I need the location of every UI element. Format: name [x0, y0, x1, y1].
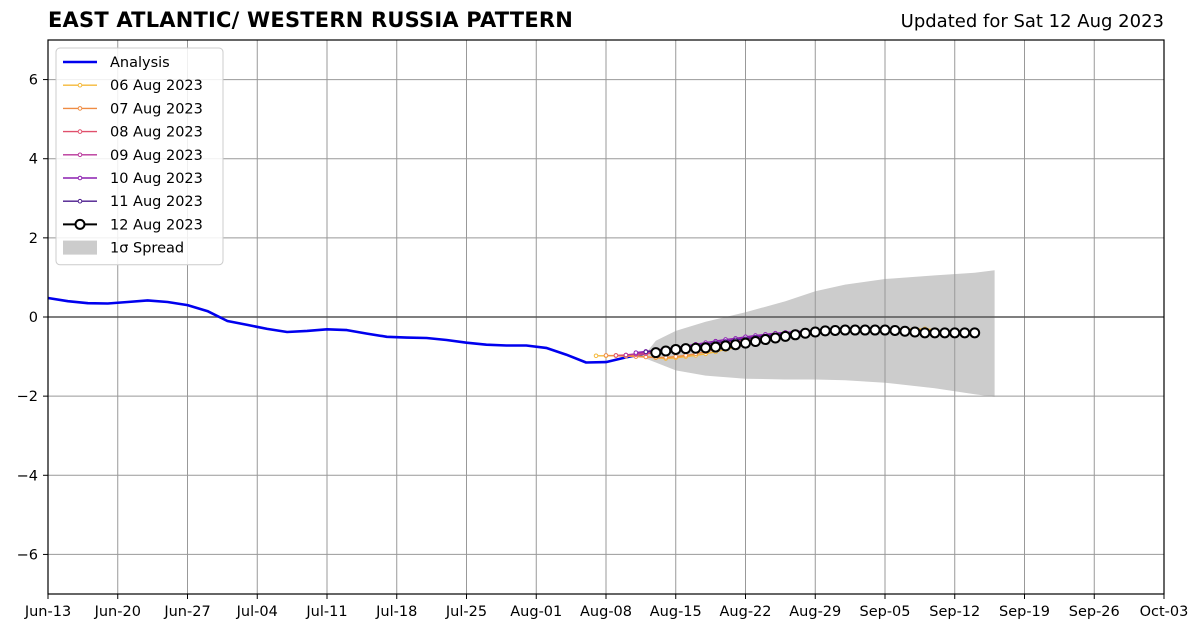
legend-label-analysis: Analysis [110, 55, 170, 71]
forecast-point-12-aug-2023 [919, 327, 931, 339]
forecast-point-10-aug-2023 [633, 350, 639, 355]
x-tick-label: Aug-29 [789, 604, 841, 620]
x-tick-label: Jul-11 [305, 604, 347, 620]
y-tick-label: −6 [17, 547, 38, 563]
forecast-point-12-aug-2023 [799, 327, 811, 339]
x-tick-label: Jun-20 [94, 604, 141, 620]
forecast-point-12-aug-2023 [949, 327, 961, 339]
legend-box [55, 47, 224, 266]
forecast-point-12-aug-2023 [839, 324, 851, 336]
x-tick-label: Aug-01 [510, 604, 562, 620]
forecast-point-12-aug-2023 [929, 327, 941, 339]
forecast-point-07-aug-2023 [603, 353, 609, 358]
forecast-point-12-aug-2023 [869, 324, 881, 336]
x-tick-label: Sep-05 [859, 604, 910, 620]
legend-marker-07-aug-2023 [77, 106, 83, 111]
legend-marker-10-aug-2023 [77, 175, 83, 181]
forecast-point-12-aug-2023 [720, 340, 732, 352]
forecast-point-12-aug-2023 [959, 327, 971, 339]
legend-label-08-aug-2023: 08 Aug 2023 [110, 125, 203, 141]
forecast-point-07-aug-2023 [673, 354, 679, 359]
forecast-point-12-aug-2023 [740, 337, 751, 349]
forecast-point-12-aug-2023 [680, 343, 692, 355]
forecast-point-12-aug-2023 [710, 341, 722, 353]
forecast-point-12-aug-2023 [829, 324, 841, 336]
legend-marker-08-aug-2023 [77, 129, 83, 134]
forecast-point-12-aug-2023 [789, 329, 801, 341]
forecast-point-12-aug-2023 [889, 324, 901, 336]
forecast-point-11-aug-2023 [643, 349, 649, 355]
forecast-point-12-aug-2023 [819, 325, 831, 337]
legend-label-10-aug-2023: 10 Aug 2023 [110, 171, 203, 187]
x-tick-label: Sep-12 [929, 604, 980, 620]
forecast-point-12-aug-2023 [939, 327, 951, 339]
forecast-point-12-aug-2023 [650, 347, 662, 359]
forecast-point-12-aug-2023 [899, 325, 911, 337]
x-tick-label: Jul-18 [375, 604, 417, 620]
legend-swatch-spread [63, 240, 97, 255]
x-tick-label: Aug-08 [580, 604, 632, 620]
chart-subtitle: Updated for Sat 12 Aug 2023 [900, 11, 1164, 32]
x-tick-label: Oct-03 [1140, 604, 1189, 620]
x-tick-label: Aug-22 [720, 604, 772, 620]
legend-label-09-aug-2023: 09 Aug 2023 [110, 148, 203, 164]
y-tick-label: 4 [29, 152, 38, 168]
forecast-point-12-aug-2023 [769, 332, 781, 344]
axes-layer: Jun-13 Jun-20 Jun-27 Jul-04 Jul-11 Jul-18 Jul-… [17, 39, 1189, 620]
y-tick-label: −4 [17, 468, 38, 484]
forecast-point-12-aug-2023 [749, 336, 761, 348]
forecast-point-12-aug-2023 [700, 342, 712, 354]
legend-marker-12-aug-2023 [74, 218, 86, 230]
forecast-point-09-aug-2023 [623, 352, 629, 358]
x-tick-label: Jun-13 [24, 604, 71, 620]
forecast-point-12-aug-2023 [670, 343, 682, 355]
y-tick-label: 2 [29, 231, 38, 247]
x-tick-label: Jul-04 [236, 604, 278, 620]
legend: Analysis 06 Aug 2023 07 Aug 2023 08 Aug 202… [55, 47, 224, 266]
forecast-point-12-aug-2023 [730, 339, 742, 351]
forecast-point-08-aug-2023 [613, 353, 619, 358]
legend-marker-06-aug-2023 [77, 82, 83, 88]
forecast-point-12-aug-2023 [909, 326, 921, 338]
forecast-point-12-aug-2023 [849, 324, 861, 336]
legend-label-11-aug-2023: 11 Aug 2023 [110, 194, 203, 210]
chart-title: EAST ATLANTIC/ WESTERN RUSSIA PATTERN [48, 8, 574, 32]
legend-label-spread: 1σ Spread [110, 241, 184, 257]
x-tick-label: Aug-15 [650, 604, 702, 620]
y-tick-label: −2 [17, 389, 38, 405]
forecast-point-12-aug-2023 [759, 334, 771, 346]
forecast-point-12-aug-2023 [779, 330, 791, 342]
forecast-point-06-aug-2023 [593, 353, 599, 359]
forecast-point-12-aug-2023 [879, 324, 891, 336]
analysis-line [47, 296, 647, 364]
series-layer [47, 296, 981, 364]
x-tick-label: Jun-27 [163, 604, 210, 620]
forecast-point-12-aug-2023 [809, 326, 821, 338]
legend-label-07-aug-2023: 07 Aug 2023 [110, 101, 203, 117]
x-tick-label: Sep-26 [1069, 604, 1120, 620]
x-tick-label: Sep-19 [999, 604, 1050, 620]
legend-label-06-aug-2023: 06 Aug 2023 [110, 78, 203, 94]
forecast-point-12-aug-2023 [859, 324, 871, 336]
legend-marker-11-aug-2023 [77, 198, 83, 204]
x-tick-label: Jul-25 [445, 604, 487, 620]
forecast-point-12-aug-2023 [660, 345, 672, 357]
legend-label-12-aug-2023: 12 Aug 2023 [110, 217, 203, 233]
legend-marker-09-aug-2023 [77, 152, 83, 158]
forecast-point-12-aug-2023 [969, 327, 981, 339]
y-tick-label: 0 [29, 310, 38, 326]
forecast-point-12-aug-2023 [690, 342, 702, 354]
y-tick-label: 6 [29, 73, 38, 89]
